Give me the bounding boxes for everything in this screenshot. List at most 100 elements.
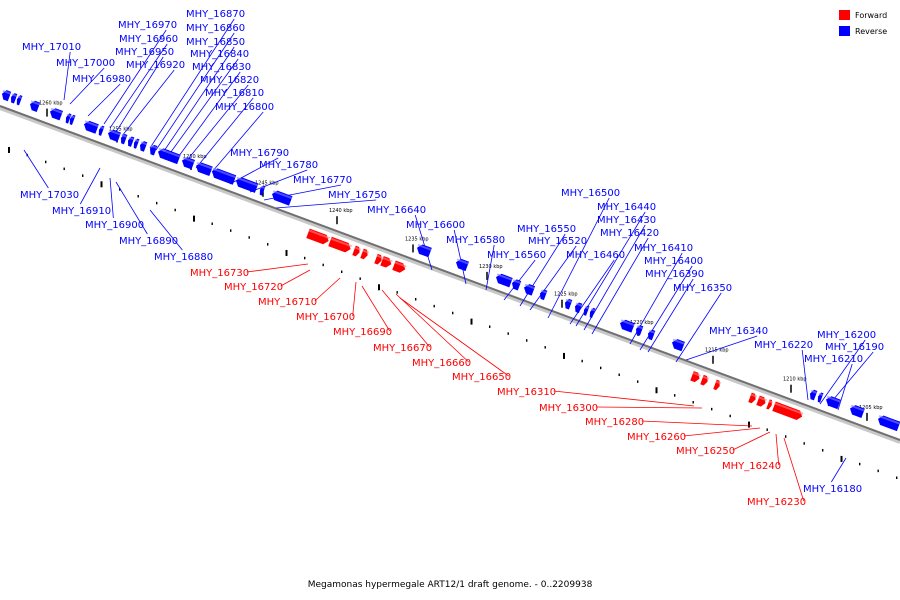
gene-leader-line: [161, 46, 235, 155]
gene-label: MHY_16910: [52, 206, 111, 217]
gene-label: MHY_16960: [119, 34, 178, 45]
gene-label: MHY_16300: [539, 403, 598, 414]
gene-leader-line: [155, 32, 235, 151]
reverse-gene-block: [810, 389, 818, 401]
gene-label: MHY_16770: [293, 175, 352, 186]
gene-label: MHY_16200: [817, 330, 876, 341]
scale-dot: [618, 373, 620, 377]
reverse-gene-block: [540, 289, 548, 301]
gene-label: MHY_16640: [367, 205, 426, 216]
reverse-gene-block: [212, 167, 237, 185]
gene-leader-line: [595, 406, 703, 409]
gene-label: MHY_16190: [825, 342, 884, 353]
scale-dot: [785, 435, 787, 438]
gene-leader-line: [503, 259, 536, 301]
reverse-gene-block: [140, 141, 148, 152]
forward-gene-block: [306, 228, 331, 245]
gene-leader-line: [819, 339, 866, 405]
gene-leader-line: [87, 83, 121, 117]
gene-leader-line: [195, 97, 254, 169]
gene-label: MHY_16180: [803, 484, 862, 495]
scale-dot: [193, 215, 195, 222]
gene-label: MHY_16860: [186, 23, 245, 34]
scale-dot: [729, 414, 731, 418]
reverse-gene-block: [817, 392, 824, 403]
forward-gene-block: [713, 379, 722, 391]
forward-gene-block: [756, 395, 767, 407]
gene-leader-line: [831, 457, 847, 483]
gene-leader-line: [246, 263, 309, 273]
gene-label: MHY_16710: [258, 297, 317, 308]
gene-leader-line: [121, 69, 175, 137]
scale-dot: [45, 160, 47, 164]
scale-dots: [8, 146, 898, 480]
gene-label: MHY_16700: [296, 312, 355, 323]
forward-gene-block: [380, 256, 393, 268]
gene-label: MHY_16430: [597, 215, 656, 226]
forward-gene-block: [766, 399, 774, 410]
gene-label: MHY_16280: [585, 417, 644, 428]
scale-dot: [766, 428, 768, 431]
reverse-gene-block: [50, 107, 63, 121]
gene-label: MHY_16800: [215, 102, 274, 113]
gene-label: MHY_16780: [259, 160, 318, 171]
scale-dot: [304, 256, 306, 260]
scale-dot: [100, 181, 103, 188]
gene-leader-line: [275, 199, 377, 209]
scale-dot: [230, 229, 232, 232]
gene-label: MHY_16980: [72, 74, 131, 85]
gene-leader-line: [732, 431, 771, 451]
gene-label: MHY_16310: [497, 387, 556, 398]
scale-tick-label: 1245 kbp: [255, 181, 279, 187]
scale-tick-label: 1235 kbp: [405, 236, 429, 242]
gene-label: MHY_16400: [644, 256, 703, 267]
scale-dot: [322, 263, 324, 267]
gene-label: MHY_16460: [566, 250, 625, 261]
gene-label: MHY_16830: [192, 62, 251, 73]
gene-labels: MHY_17010 MHY_17000 MHY_16980 MHY_16970 MHY_…: [20, 9, 884, 508]
legend-reverse-label: Reverse: [855, 27, 887, 36]
reverse-gene-block: [272, 190, 293, 206]
gene-label: MHY_17030: [20, 190, 79, 201]
gene-leader-line: [167, 58, 239, 157]
reverse-gene-block: [196, 161, 213, 176]
gene-label: MHY_16560: [487, 250, 546, 261]
gene-leader-line: [399, 297, 509, 377]
gene-leader-line: [314, 277, 341, 302]
gene-leader-line: [280, 269, 311, 287]
scale-dot: [156, 201, 158, 205]
gene-label: MHY_16650: [452, 372, 511, 383]
gene-leader-line: [837, 363, 853, 411]
scale-dot: [248, 236, 250, 239]
reverse-gene-block: [636, 325, 644, 336]
gene-label: MHY_16520: [528, 236, 587, 247]
legend-forward-swatch: [839, 10, 850, 20]
gene-leader-line: [23, 149, 49, 189]
reverse-gene-block: [16, 95, 23, 106]
gene-label: MHY_16970: [118, 20, 177, 31]
gene-label: MHY_16880: [154, 252, 213, 263]
scale-tick-label: 1225 kbp: [554, 292, 578, 298]
gene-label: MHY_16790: [230, 148, 289, 159]
scale-dot: [396, 291, 398, 294]
reverse-gene-block: [11, 93, 18, 104]
scale-dot: [267, 243, 269, 246]
scale-dot: [859, 462, 861, 466]
gene-leader-line: [115, 56, 164, 133]
gene-label: MHY_16870: [186, 9, 245, 20]
gene-label: MHY_16900: [85, 220, 144, 231]
scale-dot: [452, 311, 454, 315]
reverse-gene-block: [565, 298, 573, 310]
scale-dot: [507, 332, 509, 335]
reverse-gene-block: [648, 329, 656, 341]
gene-label: MHY_16950: [115, 47, 174, 58]
gene-leader-line: [783, 437, 805, 502]
scale-dot: [877, 469, 879, 473]
reverse-gene-block: [850, 404, 865, 419]
gene-label: MHY_16720: [224, 282, 283, 293]
scale-tick-label: 1255 kbp: [109, 127, 133, 133]
gene-label: MHY_16420: [600, 228, 659, 239]
reverse-gene-block: [259, 185, 266, 196]
forward-gene-block: [352, 245, 362, 257]
